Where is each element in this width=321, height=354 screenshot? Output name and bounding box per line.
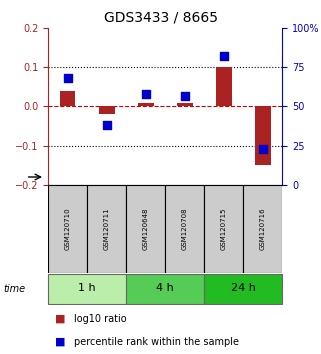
Text: ■: ■	[55, 314, 65, 324]
Point	[143, 91, 148, 97]
Text: GSM120715: GSM120715	[221, 207, 227, 250]
Bar	[60, 91, 75, 107]
Bar	[204, 185, 243, 273]
Text: log10 ratio: log10 ratio	[74, 314, 126, 324]
Bar	[177, 103, 193, 107]
Text: GSM120648: GSM120648	[143, 207, 149, 250]
Point	[182, 93, 187, 98]
Text: 4 h: 4 h	[156, 283, 174, 293]
Text: percentile rank within the sample: percentile rank within the sample	[74, 337, 239, 347]
Bar	[48, 185, 87, 273]
Text: GDS3433 / 8665: GDS3433 / 8665	[103, 11, 218, 25]
Bar	[255, 107, 271, 165]
Bar	[126, 274, 204, 303]
Text: GSM120711: GSM120711	[104, 207, 110, 250]
Text: GSM120710: GSM120710	[65, 207, 71, 250]
Text: time: time	[3, 284, 25, 294]
Bar	[204, 274, 282, 303]
Point	[104, 122, 109, 128]
Point	[65, 75, 70, 81]
Text: ■: ■	[55, 337, 65, 347]
Bar	[243, 185, 282, 273]
Bar	[99, 107, 115, 114]
Bar	[48, 274, 126, 303]
Bar	[216, 67, 232, 107]
Text: GSM120708: GSM120708	[182, 207, 188, 250]
Point	[221, 53, 226, 59]
Point	[260, 146, 265, 152]
Text: GSM120716: GSM120716	[260, 207, 266, 250]
Bar	[138, 103, 153, 107]
Text: 1 h: 1 h	[78, 283, 96, 293]
Bar	[87, 185, 126, 273]
Bar	[165, 185, 204, 273]
Text: 24 h: 24 h	[231, 283, 256, 293]
Bar	[126, 185, 165, 273]
